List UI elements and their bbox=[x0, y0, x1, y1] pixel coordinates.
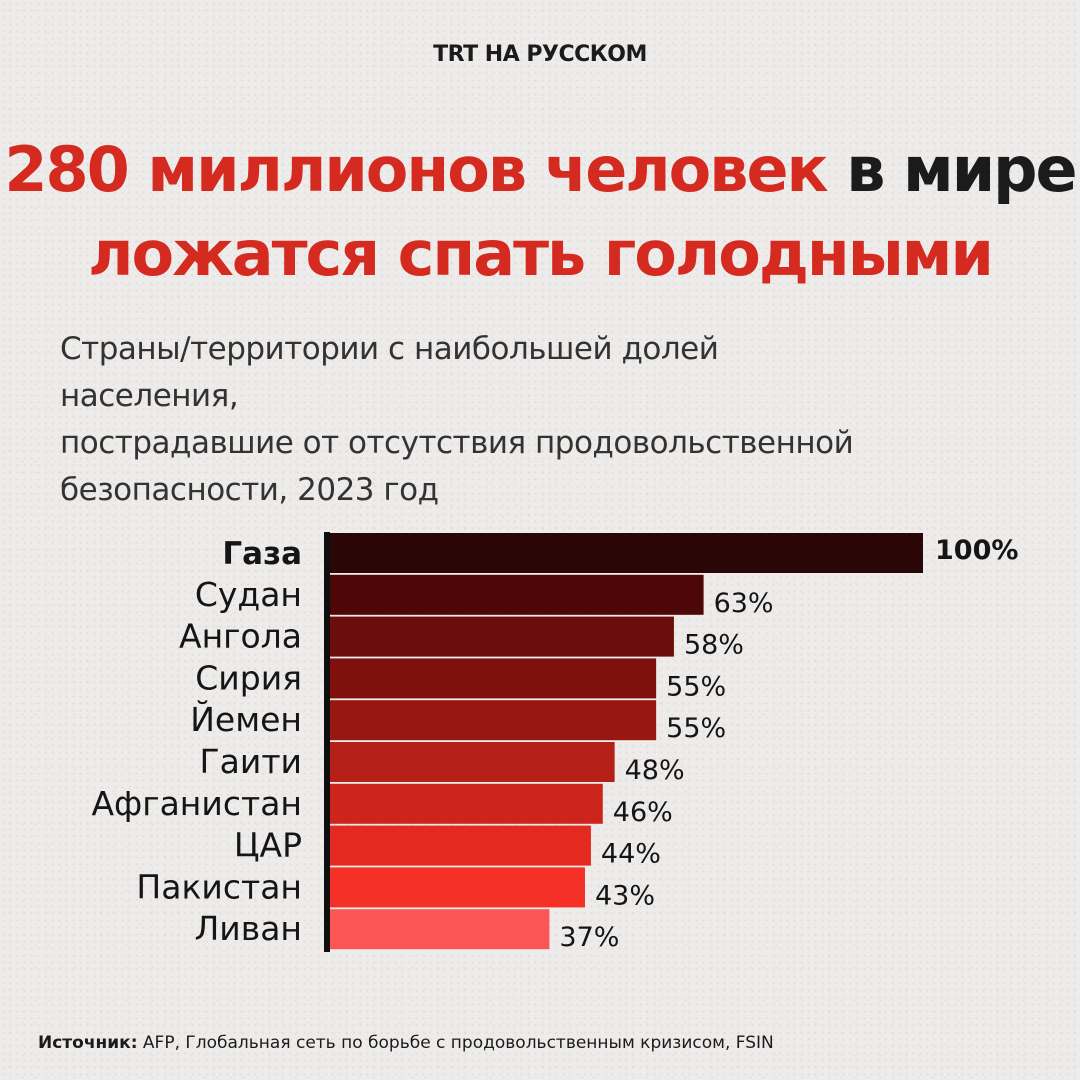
bar bbox=[330, 742, 615, 782]
value-label: 55% bbox=[666, 713, 726, 744]
category-label: Сирия bbox=[195, 658, 302, 697]
chart-subtitle: Страны/территории с наибольшей долей нас… bbox=[60, 326, 880, 514]
headline-rest: в мире bbox=[846, 133, 1077, 206]
bar bbox=[330, 825, 591, 866]
headline: 280 миллионов человек в мире ложатся спа… bbox=[0, 128, 1080, 296]
bar bbox=[330, 658, 657, 699]
category-label: Ангола bbox=[179, 617, 302, 656]
value-label: 58% bbox=[684, 630, 744, 661]
value-label: 44% bbox=[601, 839, 661, 870]
y-axis-line bbox=[324, 532, 330, 952]
bar bbox=[330, 574, 704, 615]
value-label: 48% bbox=[625, 755, 685, 786]
category-label: Пакистан bbox=[136, 867, 302, 906]
value-label: 46% bbox=[613, 797, 673, 828]
category-label: Афганистан bbox=[91, 784, 302, 823]
subtitle-line-2: пострадавшие от отсутствия продовольстве… bbox=[60, 425, 854, 461]
subtitle-line-1: Страны/территории с наибольшей долей нас… bbox=[60, 331, 719, 414]
category-label: Гаити bbox=[200, 742, 302, 781]
bar bbox=[330, 867, 585, 908]
bar bbox=[330, 533, 923, 573]
headline-line-1: 280 миллионов человек в мире bbox=[0, 128, 1080, 212]
category-label: Газа bbox=[222, 536, 302, 572]
source-label: Источник: bbox=[38, 1033, 138, 1053]
value-label: 55% bbox=[666, 671, 726, 702]
category-label: ЦАР bbox=[234, 826, 302, 865]
subtitle-line-3: безопасности, 2023 год bbox=[60, 472, 439, 508]
value-label: 37% bbox=[559, 922, 619, 953]
bar bbox=[330, 783, 603, 824]
value-label: 100% bbox=[935, 535, 1018, 566]
bar bbox=[330, 909, 550, 950]
brand-logo: TRT НА РУССКОМ bbox=[433, 42, 647, 67]
value-label: 43% bbox=[595, 880, 655, 911]
bar bbox=[330, 700, 657, 741]
category-label: Судан bbox=[195, 575, 302, 614]
source-text: AFP, Глобальная сеть по борьбе с продово… bbox=[137, 1033, 774, 1053]
category-label: Ливан bbox=[194, 909, 302, 948]
headline-highlight: 280 миллионов человек bbox=[4, 133, 828, 206]
category-label: Йемен bbox=[190, 699, 302, 739]
source-note: Источник: AFP, Глобальная сеть по борьбе… bbox=[38, 1033, 774, 1053]
value-label: 63% bbox=[714, 588, 774, 619]
headline-line-2: ложатся спать голодными bbox=[88, 217, 994, 290]
bar bbox=[330, 616, 674, 657]
